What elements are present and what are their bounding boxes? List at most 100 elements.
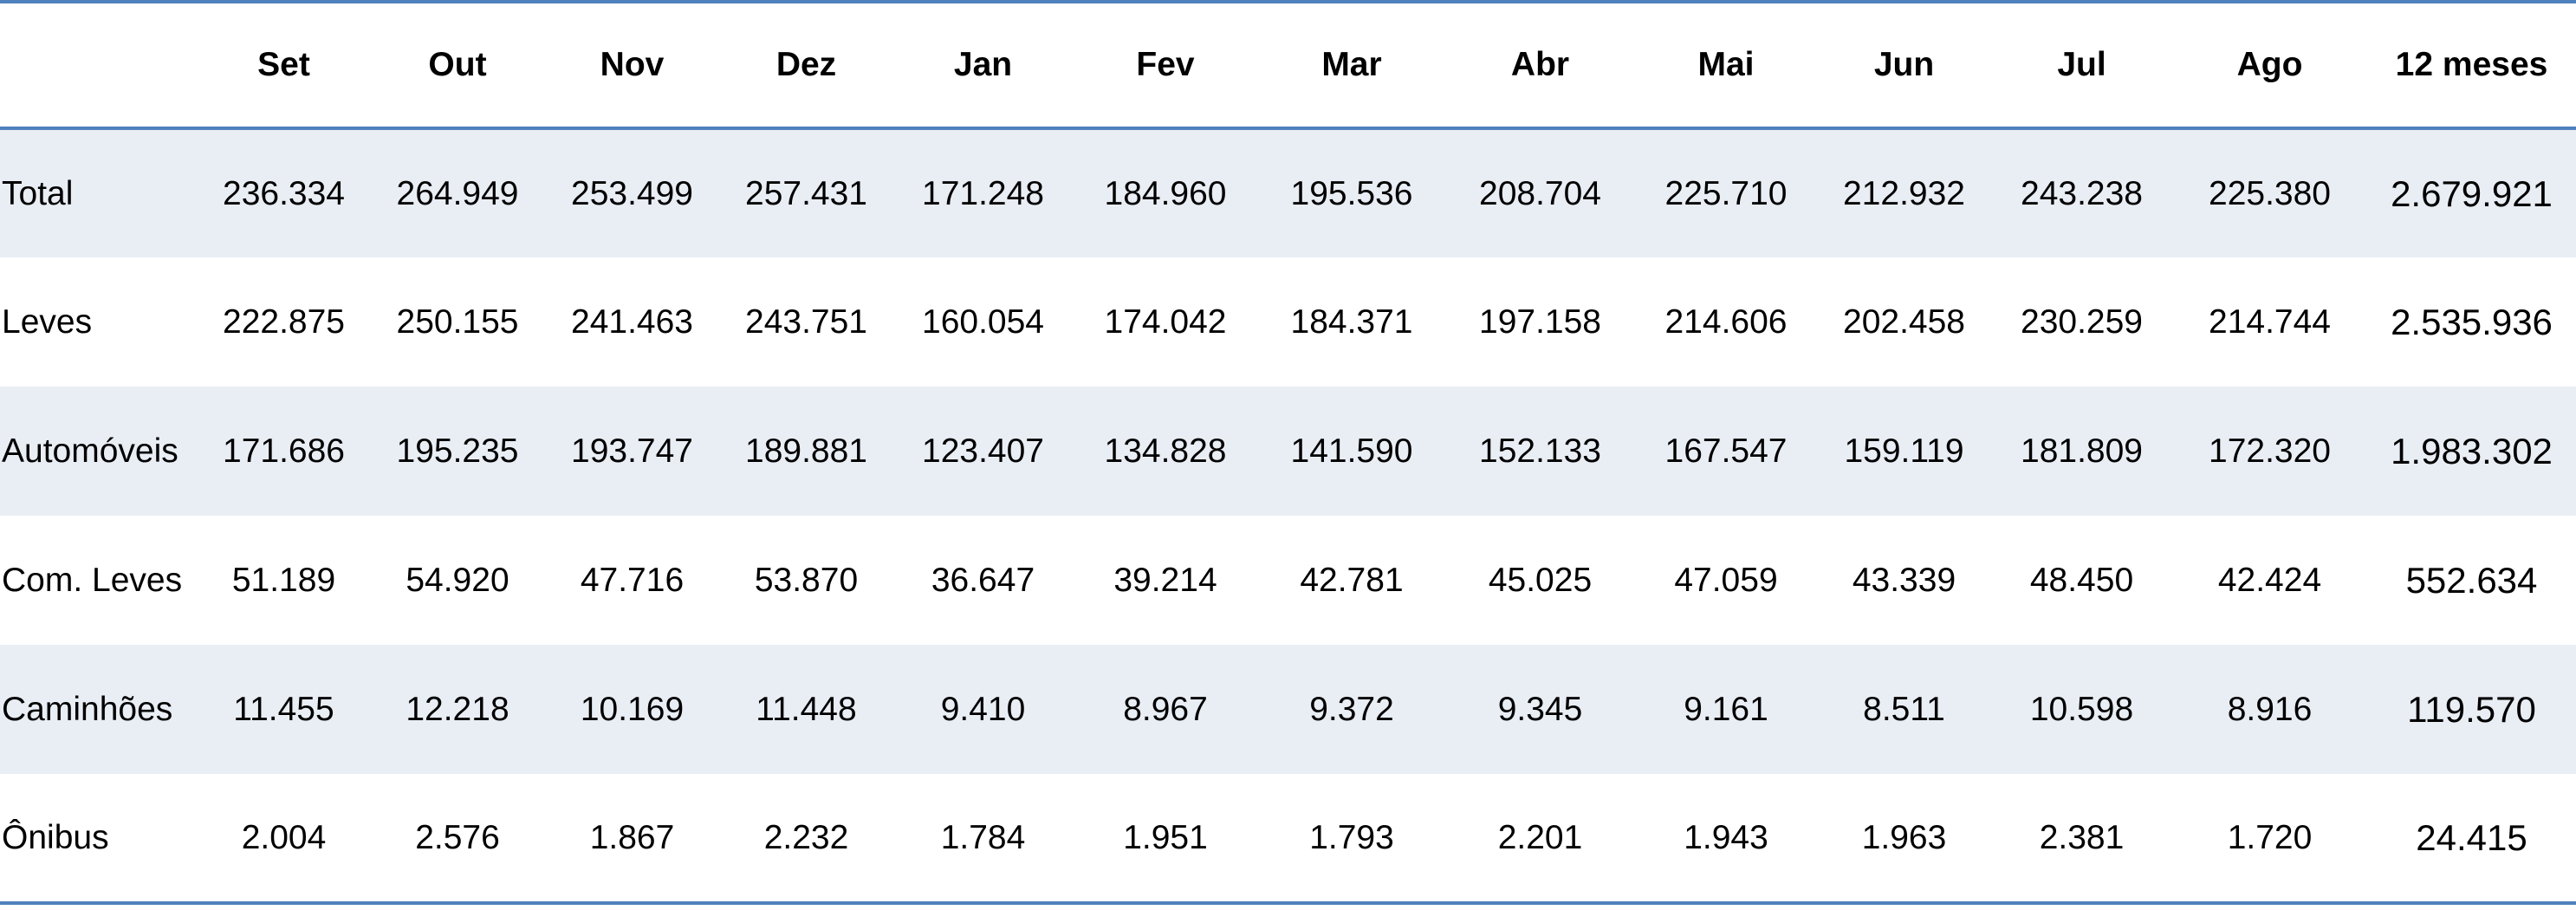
cell: 184.960: [1104, 174, 1227, 212]
cell: 134.828: [1104, 432, 1227, 470]
cell: 11.448: [756, 690, 857, 728]
cell: 1.983.302: [2391, 430, 2553, 471]
cell: 189.881: [745, 432, 867, 470]
cell: 1.951: [1073, 774, 1258, 905]
cell: 9.372: [1309, 690, 1394, 728]
cell: 8.511: [1863, 690, 1945, 728]
cell: 212.932: [1843, 174, 1965, 212]
cell: 174.042: [1104, 302, 1227, 341]
cell: 42.781: [1300, 561, 1404, 599]
column-header: Nov: [545, 0, 719, 130]
cell: 24.415: [2367, 774, 2576, 905]
cell: 1.943: [1635, 774, 1817, 905]
column-header: Dez: [719, 0, 893, 130]
table-row: Automóveis 171.686 195.235 193.747 189.881 12…: [0, 387, 2576, 516]
row-label: Total: [2, 174, 74, 212]
column-header: Jul: [1991, 0, 2172, 130]
column-header: Set: [198, 0, 370, 130]
cell: 2.679.921: [2391, 172, 2553, 214]
cell: 230.259: [2021, 302, 2143, 341]
table-row: Com. Leves 51.189 54.920 47.716 53.870 36.647…: [0, 516, 2576, 645]
cell: 2.201: [1445, 774, 1635, 905]
cell: 171.686: [223, 432, 345, 470]
table-row: Ônibus 2.004 2.576 1.867 2.232 1.784 1.951 1.79…: [0, 774, 2576, 905]
cell: 42.424: [2217, 561, 2322, 599]
cell: 257.431: [745, 174, 867, 212]
cell: 241.463: [571, 302, 693, 341]
cell: 243.238: [2021, 174, 2143, 212]
cell: 222.875: [223, 302, 345, 341]
cell: 2.232: [719, 774, 893, 905]
corner-cell: [0, 0, 198, 130]
column-header: Out: [370, 0, 545, 130]
table-row: Caminhões 11.455 12.218 10.169 11.448 9.410 8.…: [0, 645, 2576, 774]
column-header: Mar: [1258, 0, 1445, 130]
row-label: Caminhões: [2, 690, 173, 728]
cell: 195.536: [1290, 174, 1413, 212]
cell: 8.916: [2227, 690, 2313, 728]
column-header: Fev: [1073, 0, 1258, 130]
cell: 47.716: [580, 561, 685, 599]
row-label: Com. Leves: [2, 561, 183, 599]
cell: 2.535.936: [2391, 301, 2553, 342]
cell: 250.155: [396, 302, 519, 341]
cell: 43.339: [1852, 561, 1956, 599]
cell: 2.381: [1991, 774, 2172, 905]
cell: 160.054: [922, 302, 1044, 341]
cell: 152.133: [1479, 432, 1601, 470]
cell: 195.235: [396, 432, 519, 470]
cell: 253.499: [571, 174, 693, 212]
cell: 1.793: [1258, 774, 1445, 905]
cell: 193.747: [571, 432, 693, 470]
cell: 208.704: [1479, 174, 1601, 212]
cell: 552.634: [2405, 559, 2538, 601]
cell: 36.647: [931, 561, 1035, 599]
row-label: Leves: [2, 302, 93, 341]
cell: 119.570: [2407, 688, 2536, 730]
cell: 167.547: [1664, 432, 1788, 470]
cell: 225.710: [1664, 174, 1788, 212]
cell: 53.870: [754, 561, 859, 599]
cell: 181.809: [2021, 432, 2143, 470]
header-row: Set Out Nov Dez Jan Fev Mar Abr Mai Jun Jul Ago 12 m…: [0, 0, 2576, 130]
cell: 197.158: [1479, 302, 1601, 341]
cell: 9.410: [940, 690, 1026, 728]
table-row: Leves 222.875 250.155 241.463 243.751 160.054…: [0, 257, 2576, 387]
cell: 225.380: [2209, 174, 2331, 212]
cell: 214.744: [2209, 302, 2331, 341]
cell: 2.004: [198, 774, 370, 905]
cell: 47.059: [1674, 561, 1778, 599]
cell: 1.963: [1817, 774, 1991, 905]
cell: 11.455: [233, 690, 334, 728]
cell: 202.458: [1843, 302, 1965, 341]
table-header: Set Out Nov Dez Jan Fev Mar Abr Mai Jun Jul Ago 12 m…: [0, 0, 2576, 130]
cell: 1.784: [893, 774, 1073, 905]
cell: 159.119: [1844, 432, 1964, 470]
row-label: Ônibus: [0, 774, 198, 905]
cell: 10.598: [2029, 690, 2134, 728]
column-header: 12 meses: [2367, 0, 2576, 130]
cell: 264.949: [396, 174, 519, 212]
cell: 8.967: [1123, 690, 1208, 728]
table-row: Total 236.334 264.949 253.499 257.431 171.248…: [0, 128, 2576, 257]
cell: 184.371: [1290, 302, 1413, 341]
cell: 10.169: [580, 690, 685, 728]
cell: 214.606: [1664, 302, 1788, 341]
cell: 2.576: [370, 774, 545, 905]
cell: 141.590: [1290, 432, 1413, 470]
cell: 12.218: [406, 690, 509, 728]
column-header: Abr: [1445, 0, 1635, 130]
cell: 1.867: [545, 774, 719, 905]
column-header: Mai: [1635, 0, 1817, 130]
cell: 236.334: [223, 174, 345, 212]
cell: 9.345: [1497, 690, 1583, 728]
column-header: Jun: [1817, 0, 1991, 130]
row-label: Automóveis: [2, 432, 178, 470]
cell: 39.214: [1113, 561, 1217, 599]
column-header: Ago: [2172, 0, 2367, 130]
cell: 48.450: [2029, 561, 2134, 599]
column-header: Jan: [893, 0, 1073, 130]
cell: 171.248: [922, 174, 1044, 212]
